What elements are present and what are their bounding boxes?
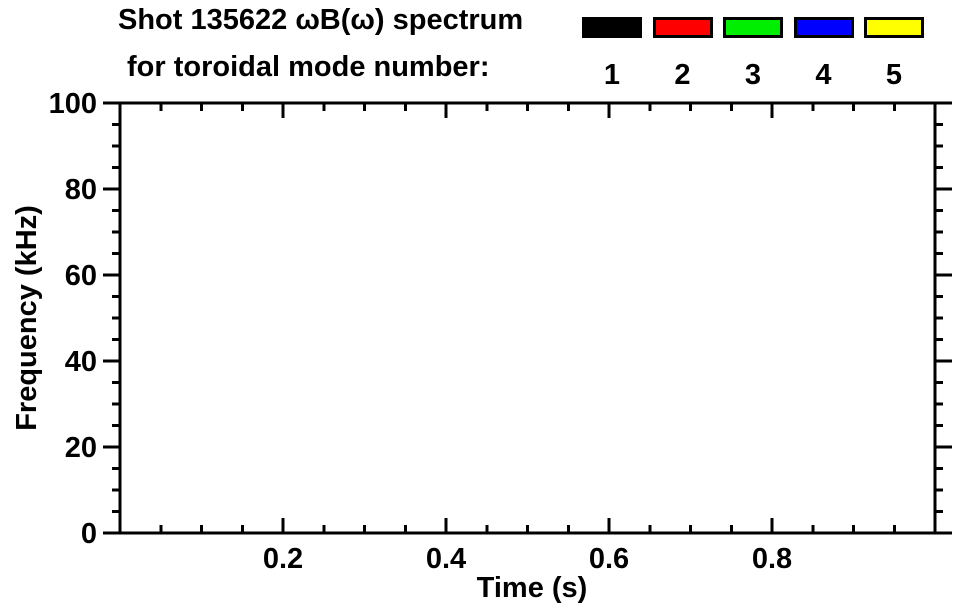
x-tick-label: 0.4 [426, 543, 466, 575]
x-tick-label: 0.6 [589, 543, 629, 575]
x-axis-title: Time (s) [477, 572, 588, 604]
figure-title-line1: Shot 135622 ωB(ω) spectrum [118, 4, 524, 36]
y-axis-title: Frequency (kHz) [11, 205, 43, 431]
legend-color-swatch [652, 17, 713, 38]
legend-mode-number: 1 [603, 59, 621, 91]
legend-item-mode-5: 5 [864, 17, 924, 90]
legend-item-mode-1: 1 [582, 17, 642, 90]
legend-item-mode-2: 2 [652, 17, 713, 91]
y-tick-label: 40 [65, 346, 97, 378]
y-tick-label: 80 [65, 174, 97, 206]
y-tick-label: 60 [65, 260, 97, 292]
legend-color-swatch [864, 17, 924, 38]
mode-number-legend: 1 2 3 4 5 [582, 17, 924, 90]
figure-title-line2: for toroidal mode number: [127, 51, 490, 83]
legend-item-mode-4: 4 [793, 17, 854, 91]
y-tick-label: 0 [81, 518, 97, 550]
legend-color-swatch [582, 17, 642, 38]
y-tick-label: 20 [65, 432, 97, 464]
x-tick-label: 0.8 [752, 543, 792, 575]
plot-frame [118, 101, 937, 535]
legend-mode-number: 3 [744, 59, 762, 91]
legend-item-mode-3: 3 [723, 17, 783, 90]
legend-mode-number: 4 [815, 59, 832, 91]
y-tick-label: 100 [49, 88, 97, 120]
legend-mode-number: 2 [674, 59, 691, 91]
legend-mode-number: 5 [885, 59, 903, 91]
x-tick-label: 0.2 [263, 543, 303, 575]
legend-color-swatch [793, 17, 854, 38]
legend-color-swatch [723, 17, 783, 38]
